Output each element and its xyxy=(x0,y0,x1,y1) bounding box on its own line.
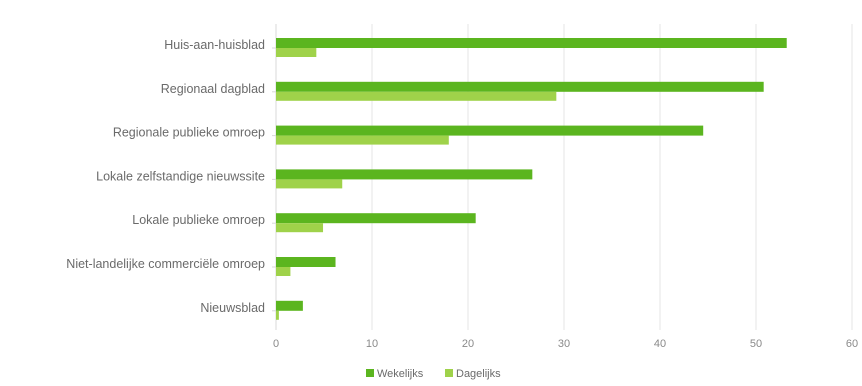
category-label: Regionaal dagblad xyxy=(161,82,265,96)
x-tick-label-50: 50 xyxy=(750,338,762,350)
bar-wekelijks xyxy=(276,125,704,136)
bar-dagelijks xyxy=(276,310,279,320)
category-label: Niet-landelijke commerciële omroep xyxy=(66,257,265,271)
legend-item-wekelijks: Wekelijks xyxy=(366,368,424,380)
bar-dagelijks xyxy=(276,179,343,189)
bar-dagelijks xyxy=(276,223,324,233)
category-label: Lokale zelfstandige nieuwssite xyxy=(96,169,265,183)
bar-wekelijks xyxy=(276,213,476,224)
bar-dagelijks xyxy=(276,267,291,276)
legend: Wekelijks Dagelijks xyxy=(366,368,501,380)
legend-label: Wekelijks xyxy=(377,368,424,380)
x-tick-label-30: 30 xyxy=(558,338,570,350)
legend-swatch xyxy=(366,369,374,377)
x-tick-label-40: 40 xyxy=(654,338,666,350)
x-tick-label-10: 10 xyxy=(366,338,378,350)
bar-wekelijks xyxy=(276,300,303,311)
category-label: Lokale publieke omroep xyxy=(132,213,265,227)
category-label: Nieuwsblad xyxy=(200,301,265,315)
bar-wekelijks xyxy=(276,257,336,267)
bar-wekelijks xyxy=(276,38,787,48)
legend-swatch xyxy=(445,369,453,377)
bar-dagelijks xyxy=(276,91,557,101)
x-tick-label-60: 60 xyxy=(846,338,858,350)
x-tick-label-20: 20 xyxy=(462,338,474,350)
grid-lines xyxy=(272,24,853,330)
bars xyxy=(276,38,787,320)
bar-wekelijks xyxy=(276,81,764,92)
category-label: Huis-aan-huisblad xyxy=(164,38,265,52)
legend-label: Dagelijks xyxy=(456,368,501,380)
bar-dagelijks xyxy=(276,135,449,145)
legend-item-dagelijks: Dagelijks xyxy=(445,368,501,380)
category-label: Regionale publieke omroep xyxy=(113,126,265,140)
category-labels: Huis-aan-huisblad Regionaal dagblad Region… xyxy=(66,38,265,315)
bar-dagelijks xyxy=(276,48,317,57)
bar-wekelijks xyxy=(276,169,533,180)
x-axis-ticks: 0 10 20 30 40 50 60 xyxy=(273,338,858,350)
x-tick-label-0: 0 xyxy=(273,338,279,350)
